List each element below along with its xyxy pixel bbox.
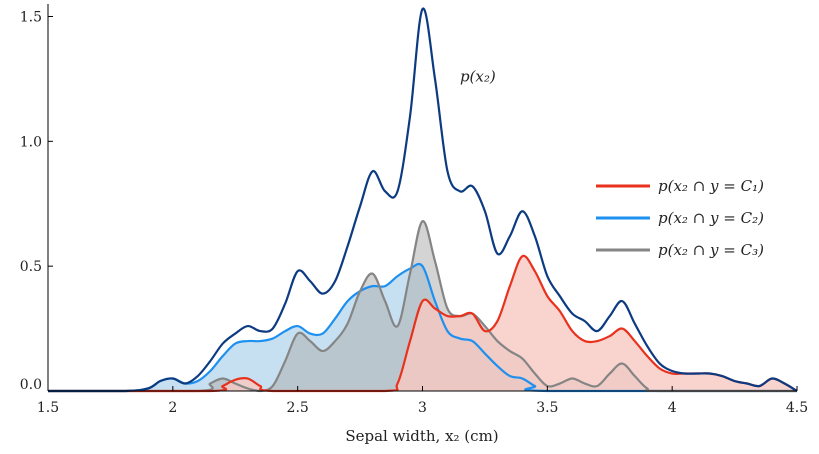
x-tick-label: 3.5: [536, 400, 558, 416]
total-density-annotation: p(x₂): [460, 67, 496, 85]
x-tick-label: 4.5: [786, 400, 808, 416]
x-tick-label: 2.5: [287, 400, 309, 416]
y-ticks: 0.0 0.5 1.0 1.5: [20, 9, 53, 393]
x-axis-title: Sepal width, x₂ (cm): [345, 427, 498, 445]
x-tick-label: 2: [168, 400, 177, 416]
density-fills: [48, 221, 797, 391]
area-fill-c1: [48, 255, 797, 391]
y-tick-label: 0.0: [20, 377, 42, 393]
x-tick-label: 4: [668, 400, 677, 416]
total-density-line: [48, 7, 798, 393]
legend-label-c2: p(x₂ ∩ y = C₂): [658, 209, 764, 227]
y-tick-label: 1.0: [20, 134, 42, 150]
legend-label-c1: p(x₂ ∩ y = C₁): [658, 177, 764, 195]
y-tick-label: 1.5: [20, 9, 42, 25]
legend: p(x₂ ∩ y = C₁) p(x₂ ∩ y = C₂) p(x₂ ∩ y = C…: [596, 177, 764, 259]
x-ticks: 1.5 2 2.5 3 3.5 4 4.5: [37, 386, 808, 416]
y-tick-label: 0.5: [20, 259, 42, 275]
density-line-c2: [48, 262, 797, 393]
x-tick-label: 1.5: [37, 400, 59, 416]
x-tick-label: 3: [418, 400, 427, 416]
legend-label-c3: p(x₂ ∩ y = C₃): [658, 241, 764, 259]
